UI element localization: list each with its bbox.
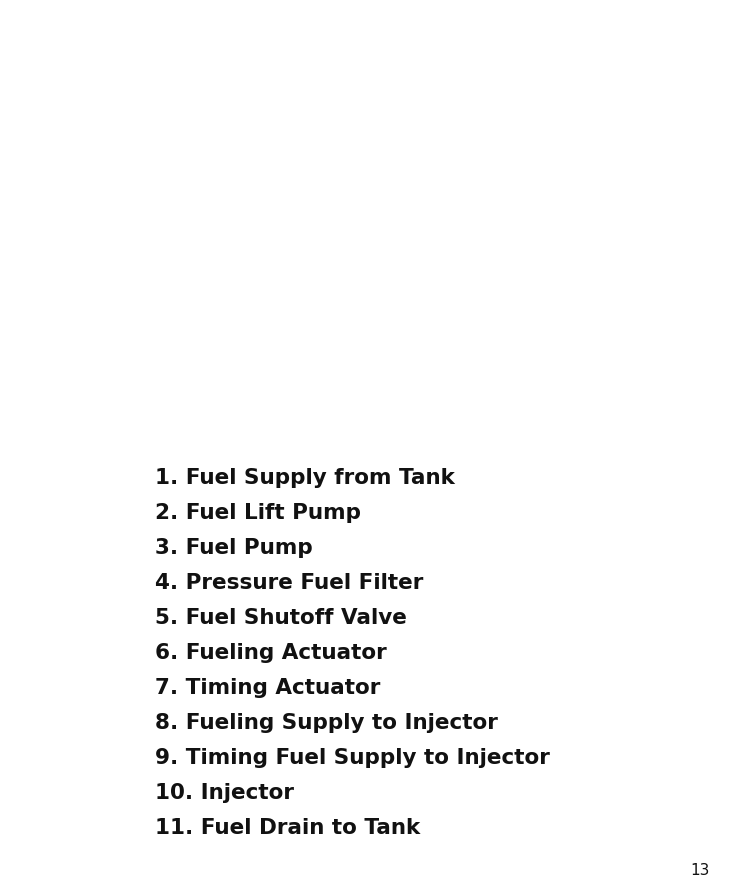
- Text: 13: 13: [691, 863, 710, 878]
- Text: 10. Injector: 10. Injector: [155, 783, 294, 803]
- Text: 8. Fueling Supply to Injector: 8. Fueling Supply to Injector: [155, 713, 498, 733]
- Text: 7. Timing Actuator: 7. Timing Actuator: [155, 678, 381, 698]
- Bar: [0, 0, 735, 430]
- Text: 5. Fuel Shutoff Valve: 5. Fuel Shutoff Valve: [155, 608, 407, 628]
- Text: 11. Fuel Drain to Tank: 11. Fuel Drain to Tank: [155, 818, 420, 838]
- Text: 1. Fuel Supply from Tank: 1. Fuel Supply from Tank: [155, 468, 455, 488]
- Text: 2. Fuel Lift Pump: 2. Fuel Lift Pump: [155, 503, 361, 523]
- Bar: [0, 430, 735, 894]
- Text: 6. Fueling Actuator: 6. Fueling Actuator: [155, 643, 387, 663]
- Text: 9. Timing Fuel Supply to Injector: 9. Timing Fuel Supply to Injector: [155, 748, 550, 768]
- Text: 3. Fuel Pump: 3. Fuel Pump: [155, 538, 313, 558]
- Text: 4. Pressure Fuel Filter: 4. Pressure Fuel Filter: [155, 573, 423, 593]
